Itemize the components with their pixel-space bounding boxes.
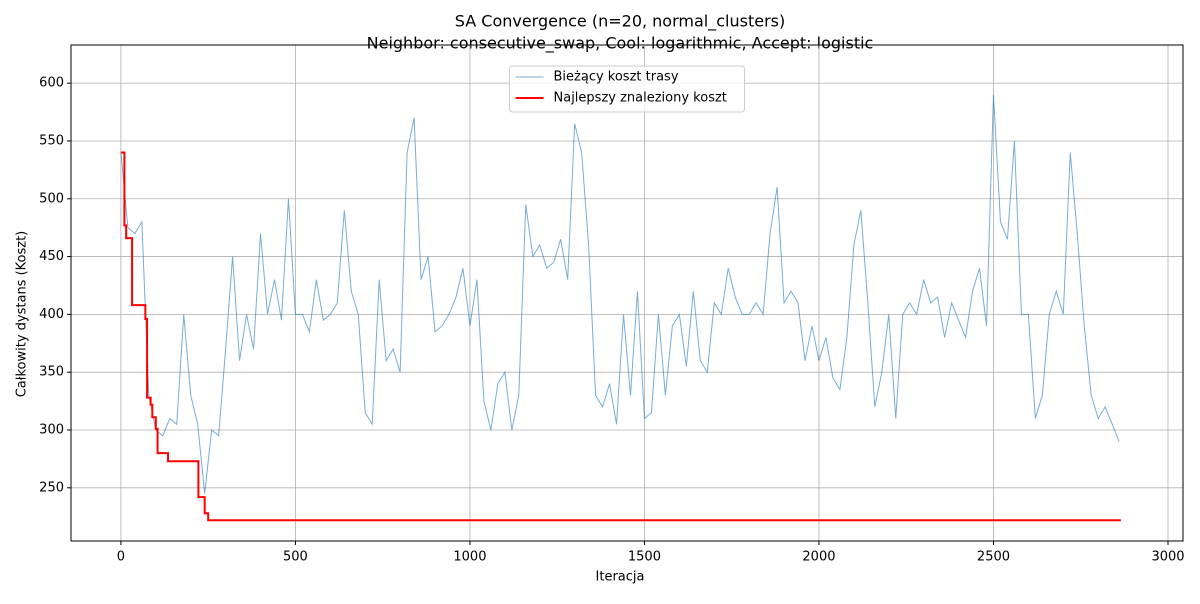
x-tick-label: 0 <box>117 550 125 565</box>
chart-subtitle: Neighbor: consecutive_swap, Cool: logari… <box>367 34 874 54</box>
data-line <box>120 94 1120 494</box>
legend-box <box>509 65 745 113</box>
x-tick-label: 1000 <box>453 550 486 565</box>
chart-title: SA Convergence (n=20, normal_clusters) <box>455 12 785 32</box>
x-tick-label: 3000 <box>1151 550 1184 565</box>
x-tick-label: 1500 <box>628 550 661 565</box>
legend: Bieżący koszt trasy Najlepszy znaleziony … <box>509 65 745 113</box>
x-tick-label: 2500 <box>977 550 1010 565</box>
y-tick-label: 250 <box>39 480 64 495</box>
y-tick-label: 450 <box>39 249 64 264</box>
y-tick-label: 300 <box>39 423 64 438</box>
legend-label: Bieżący koszt trasy <box>554 70 679 85</box>
x-axis-label: Iteracja <box>596 570 645 585</box>
x-tick-label: 2000 <box>802 550 835 565</box>
y-tick-label: 350 <box>39 365 64 380</box>
data-line <box>120 151 1121 522</box>
y-tick-label: 500 <box>39 191 64 206</box>
y-tick-label: 550 <box>39 133 64 148</box>
y-tick-label: 600 <box>39 76 64 91</box>
plot-frame <box>70 44 1184 542</box>
y-axis-label: Całkowity dystans (Koszt) <box>15 231 30 398</box>
x-tick-label: 500 <box>283 550 308 565</box>
y-tick-label: 400 <box>39 307 64 322</box>
legend-label: Najlepszy znaleziony koszt <box>554 91 727 106</box>
